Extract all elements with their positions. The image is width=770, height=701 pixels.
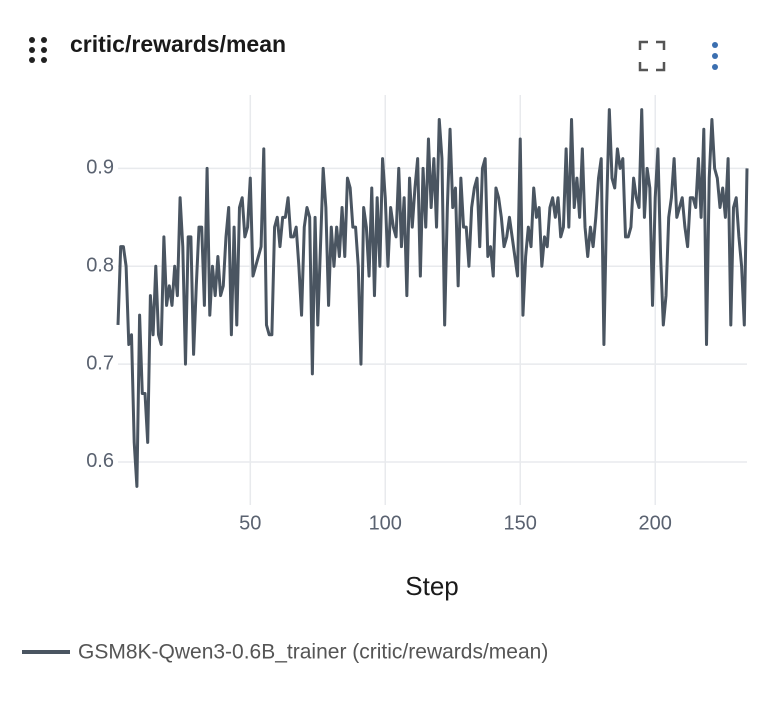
- x-tick-label: 50: [239, 512, 261, 534]
- y-tick-label: 0.6: [86, 450, 114, 472]
- y-tick-label: 0.7: [86, 352, 114, 374]
- y-tick-label: 0.8: [86, 255, 114, 277]
- legend-label: GSM8K-Qwen3-0.6B_trainer (critic/rewards…: [78, 641, 548, 664]
- drag-handle[interactable]: [29, 37, 47, 63]
- chart-title: critic/rewards/mean: [70, 31, 286, 57]
- series-line: [116, 108, 749, 488]
- x-tick-label: 150: [504, 512, 537, 534]
- y-tick-label: 0.9: [86, 157, 114, 179]
- menu-icon[interactable]: [712, 42, 718, 70]
- x-tick-label: 200: [639, 512, 672, 534]
- fullscreen-icon[interactable]: [638, 40, 666, 72]
- x-tick-label: 100: [369, 512, 402, 534]
- x-axis-label: Step: [405, 571, 459, 601]
